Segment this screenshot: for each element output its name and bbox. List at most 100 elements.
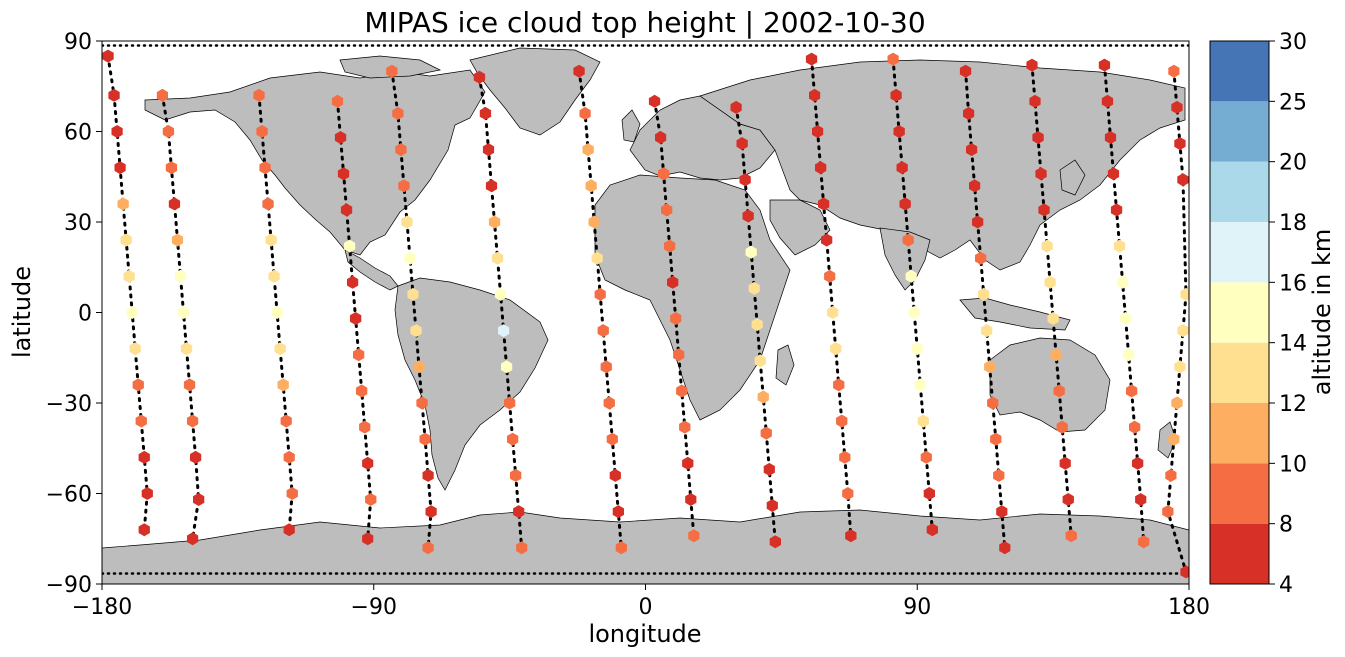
- landmass-greenland: [469, 47, 601, 136]
- cloud-top-marker: [673, 348, 685, 362]
- cloud-top-marker: [830, 342, 842, 356]
- cloud-top-marker: [926, 523, 938, 537]
- colorbar-tick-label: 18: [1279, 211, 1307, 236]
- cloud-top-marker: [392, 106, 404, 120]
- cloud-top-marker: [123, 269, 135, 283]
- landmass-uk: [621, 109, 641, 143]
- cloud-top-marker: [739, 173, 751, 187]
- cloud-top-marker: [479, 106, 492, 120]
- cloud-top-marker: [821, 233, 833, 247]
- cloud-top-marker: [588, 215, 600, 229]
- cloud-top-marker: [1135, 493, 1147, 506]
- cloud-top-marker: [760, 426, 772, 440]
- cloud-top-marker: [353, 348, 365, 362]
- x-axis: −180 −90 0 90 180: [72, 584, 1210, 620]
- cloud-top-marker: [129, 342, 141, 356]
- cloud-top-marker: [805, 52, 818, 66]
- colorbar-tick-label: 12: [1279, 392, 1307, 417]
- cloud-top-marker: [1062, 493, 1074, 506]
- cloud-top-marker: [114, 161, 126, 175]
- cloud-top-marker: [839, 450, 851, 464]
- cloud-top-marker: [911, 342, 923, 356]
- cloud-top-marker: [190, 450, 202, 464]
- cloud-top-marker: [482, 143, 495, 157]
- landmass-australia: [989, 337, 1111, 433]
- cloud-top-marker: [488, 215, 501, 229]
- cloud-top-marker: [591, 251, 603, 265]
- y-tick-label: −30: [46, 392, 92, 417]
- cloud-top-marker: [736, 137, 748, 151]
- colorbar-segment: [1210, 523, 1269, 584]
- x-tick-label: −180: [72, 595, 132, 620]
- colorbar: 4 8 10 12 14 16 18 20 25 30: [1209, 30, 1307, 598]
- cloud-top-marker: [594, 287, 606, 301]
- cloud-top-marker: [180, 342, 193, 356]
- cloud-top-marker: [573, 64, 585, 78]
- cloud-top-marker: [280, 414, 292, 428]
- cloud-top-marker: [485, 179, 498, 193]
- cloud-top-marker: [845, 529, 857, 543]
- cloud-top-marker: [132, 378, 144, 392]
- colorbar-label: altitude in km: [1308, 229, 1336, 396]
- cloud-top-marker: [763, 462, 775, 476]
- cloud-top-marker: [516, 541, 528, 555]
- cloud-top-marker: [676, 384, 688, 398]
- cloud-top-marker: [842, 487, 854, 500]
- cloud-top-marker: [978, 287, 990, 301]
- cloud-top-marker: [896, 161, 908, 175]
- cloud-top-marker: [141, 487, 153, 500]
- colorbar-frame: [1209, 40, 1270, 585]
- cloud-top-marker: [1104, 131, 1117, 144]
- cloud-top-marker: [1107, 167, 1120, 181]
- cloud-top-marker: [138, 450, 150, 464]
- cloud-top-marker: [648, 94, 661, 108]
- cloud-top-marker: [350, 312, 362, 325]
- cloud-top-marker: [165, 161, 178, 175]
- cloud-top-marker: [1171, 100, 1183, 114]
- cloud-top-marker: [271, 306, 283, 319]
- cloud-top-marker: [963, 106, 975, 120]
- cloud-top-marker: [905, 269, 917, 283]
- cloud-top-marker: [923, 487, 935, 500]
- colorbar-segment: [1210, 161, 1269, 222]
- cloud-top-marker: [959, 64, 972, 78]
- cloud-top-marker: [1177, 173, 1189, 187]
- cloud-top-marker: [108, 88, 120, 102]
- cloud-top-marker: [664, 239, 676, 253]
- cloud-top-marker: [156, 88, 168, 102]
- cloud-top-marker: [917, 414, 929, 428]
- cloud-top-marker: [990, 432, 1002, 446]
- cloud-top-marker: [1059, 456, 1071, 470]
- cloud-top-marker: [679, 420, 691, 434]
- cloud-top-marker: [766, 499, 778, 513]
- y-tick-label: 0: [78, 302, 92, 327]
- cloud-top-marker: [981, 324, 993, 338]
- x-tick-label: 90: [903, 595, 931, 620]
- cloud-top-marker: [769, 535, 781, 549]
- x-tick-label: 180: [1168, 595, 1210, 620]
- cloud-top-markers: [102, 49, 1189, 579]
- cloud-top-marker: [1113, 239, 1126, 253]
- cloud-top-marker: [612, 505, 624, 519]
- landmass-japan: [1059, 159, 1086, 196]
- colorbar-tick-label: 20: [1279, 151, 1307, 176]
- cloud-top-marker: [688, 529, 700, 543]
- landmass-central-america: [344, 249, 399, 291]
- cloud-top-marker: [1038, 203, 1050, 217]
- x-tick-label: 0: [639, 595, 653, 620]
- cloud-top-marker: [1053, 384, 1065, 398]
- cloud-top-marker: [1123, 348, 1135, 362]
- cloud-top-marker: [135, 414, 147, 428]
- cloud-top-marker: [365, 493, 377, 506]
- landmass-indonesia: [959, 297, 1071, 331]
- cloud-top-marker: [966, 143, 978, 157]
- cloud-top-marker: [187, 414, 199, 428]
- cloud-top-marker: [174, 269, 187, 283]
- cloud-top-marker: [1138, 535, 1150, 549]
- y-tick-label: 30: [64, 211, 92, 236]
- cloud-top-marker: [334, 131, 347, 144]
- cloud-top-marker: [1065, 529, 1077, 543]
- cloud-top-marker: [827, 306, 839, 319]
- cloud-top-marker: [268, 269, 280, 283]
